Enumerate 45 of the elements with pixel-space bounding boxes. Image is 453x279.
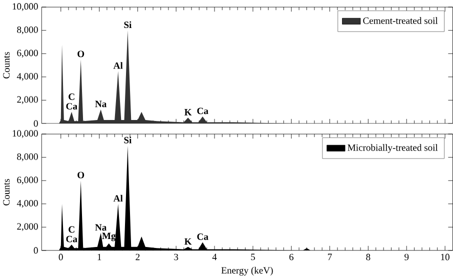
y-tick-label: 2,000 — [17, 96, 38, 104]
y-axis-title: Counts — [3, 179, 10, 206]
y-tick-label: 6,000 — [17, 50, 38, 58]
y-tick-label: 10,000 — [12, 3, 38, 12]
legend-label: Cement-treated soil — [363, 17, 438, 24]
y-tick-label: 8,000 — [17, 26, 38, 34]
annotation: K — [184, 238, 192, 245]
x-tick-label: 1 — [98, 254, 102, 260]
annotation: C — [68, 226, 74, 233]
x-tick-label: 3 — [174, 254, 178, 260]
annotation: C — [68, 94, 74, 100]
annotation: Al — [113, 195, 123, 202]
annotation: Ca — [66, 236, 78, 242]
x-tick-label: 8 — [366, 254, 370, 260]
y-tick-label: 8,000 — [17, 154, 38, 162]
x-tick-label: 4 — [212, 254, 217, 260]
x-tick-label: 0 — [58, 254, 63, 260]
annotation: O — [78, 172, 84, 178]
x-tick-label: 9 — [404, 254, 409, 260]
x-tick-label: 10 — [441, 254, 450, 260]
y-tick-label: 0 — [34, 247, 38, 254]
annotation: Na — [95, 224, 106, 231]
annotation: Si — [124, 21, 132, 28]
annotation: Si — [124, 136, 132, 144]
y-tick-label: 2,000 — [17, 223, 38, 232]
x-tick-label: 6 — [289, 254, 294, 260]
legend-label: Microbially-treated soil — [348, 144, 438, 153]
y-tick-label: 6,000 — [17, 176, 38, 185]
annotation: Ca — [197, 234, 208, 240]
x-tick-label: 7 — [328, 254, 332, 260]
y-tick-label: 10,000 — [12, 130, 38, 138]
x-axis-title: Energy (keV) — [221, 266, 273, 276]
y-tick-label: 4,000 — [16, 73, 38, 81]
y-axis-title: Counts — [3, 52, 10, 79]
x-tick-label: 5 — [251, 254, 255, 260]
y-tick-label: 0 — [34, 120, 38, 127]
annotation: Ca — [197, 108, 208, 114]
annotation: Ca — [66, 103, 78, 110]
annotation: Al — [113, 62, 123, 69]
y-tick-label: 4,000 — [16, 200, 38, 208]
annotation: Na — [95, 100, 106, 108]
x-tick-label: 2 — [136, 254, 140, 260]
annotation: K — [184, 109, 192, 116]
annotation: O — [78, 50, 84, 58]
annotation: Mg — [102, 232, 116, 242]
